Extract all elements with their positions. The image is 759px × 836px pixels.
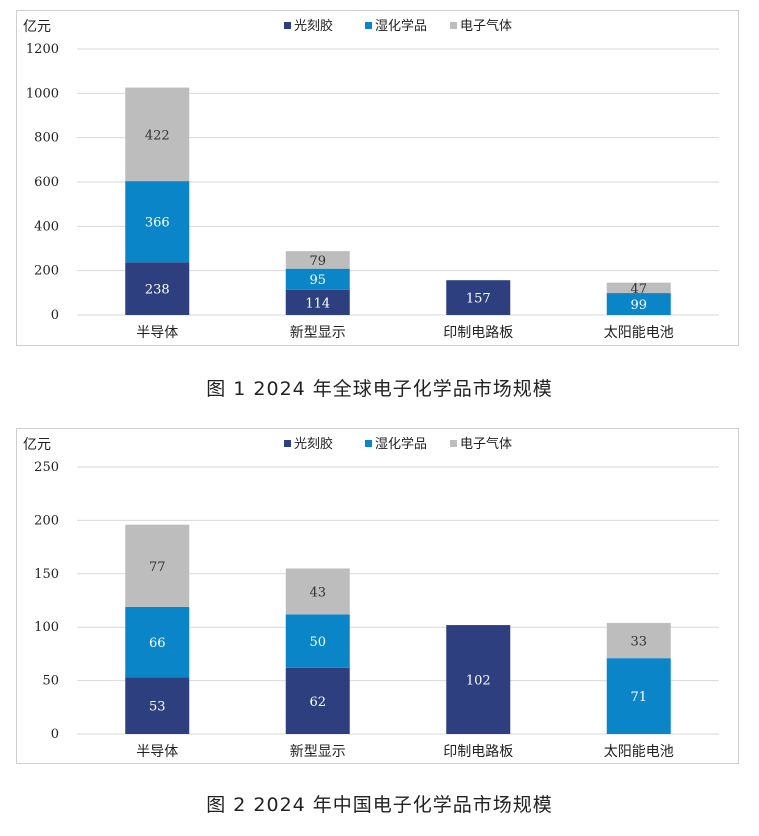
y-tick-label: 800 [34,131,59,146]
y-tick-label: 200 [34,264,59,279]
y-tick-label: 150 [34,567,59,582]
y-unit-label: 亿元 [23,19,51,35]
data-label: 95 [309,273,326,288]
chart-china-svg: 0 50 100 150 200 250 亿元 光刻胶 湿化学品 电子气体 53 66 77 半导体 62 5… [23,436,719,760]
y-tick-label: 250 [34,460,59,475]
legend-swatch [365,22,372,29]
bar-segment [125,524,190,607]
bar-segment [606,282,671,294]
chart-global-svg: 0 200 400 600 800 1000 1200 亿元 光刻胶 湿化学品 电子气体 238 366… [23,18,719,341]
legend-swatch [450,22,457,29]
legend-label: 电子气体 [460,18,512,34]
data-label: 33 [630,635,647,650]
y-tick-label: 50 [42,674,59,689]
caption-figure-2: 图 2 2024 年中国电子化学品市场规模 [206,794,553,816]
y-tick-label: 100 [34,620,59,635]
bar-segment [125,181,190,263]
y-tick-label: 0 [51,308,59,323]
x-tick-label: 印制电路板 [443,744,513,760]
data-label: 157 [466,292,491,307]
chart-global: 0 200 400 600 800 1000 1200 亿元 光刻胶 湿化学品 电子气体 238 366… [16,10,739,346]
data-label: 62 [309,695,326,710]
legend-label: 光刻胶 [294,18,333,34]
data-label: 99 [630,298,647,313]
x-tick-label: 新型显示 [290,325,346,341]
x-tick-label: 印制电路板 [443,325,513,341]
bar-segment [125,677,190,734]
bar-segment [285,289,350,315]
bar-segment [606,658,671,734]
legend-swatch [450,440,457,447]
bar-segment [606,622,671,659]
legend-swatch [365,440,372,447]
x-tick-label: 新型显示 [290,744,346,760]
bar-segment [285,568,350,615]
legend-label: 电子气体 [460,436,512,452]
data-label: 114 [305,296,330,311]
legend-swatch [284,440,291,447]
caption-figure-1: 图 1 2024 年全球电子化学品市场规模 [206,378,553,400]
bar-segment [125,262,190,315]
legend-label: 光刻胶 [294,436,333,452]
bar-segment [446,280,511,315]
y-unit-label: 亿元 [23,437,51,453]
chart-china: 0 50 100 150 200 250 亿元 光刻胶 湿化学品 电子气体 53 66 77 半导体 62 5… [16,428,739,764]
data-label: 79 [309,254,326,269]
data-label: 66 [149,636,166,651]
data-label: 366 [145,216,170,231]
bar-segment [285,614,350,668]
y-tick-label: 0 [51,727,59,742]
x-tick-label: 半导体 [136,325,178,341]
data-label: 47 [630,282,647,297]
bar-segment [285,251,350,269]
bar-segment [125,606,190,678]
bar-segment [125,87,190,182]
data-label: 53 [149,700,166,715]
bar-segment [446,625,511,734]
x-tick-label: 太阳能电池 [604,325,674,341]
data-label: 422 [145,128,170,143]
bar-segment [606,293,671,315]
y-tick-label: 400 [34,219,59,234]
data-label: 43 [309,585,326,600]
data-label: 77 [149,560,166,575]
legend-label: 湿化学品 [375,18,427,34]
y-tick-label: 200 [34,513,59,528]
x-tick-label: 太阳能电池 [604,744,674,760]
legend-swatch [284,22,291,29]
y-tick-label: 1200 [26,42,59,57]
data-label: 102 [466,674,491,689]
bar-segment [285,667,350,734]
data-label: 50 [309,635,326,650]
y-tick-label: 1000 [26,86,59,101]
data-label: 238 [145,283,170,298]
data-label: 71 [630,690,647,705]
y-tick-label: 600 [34,175,59,190]
legend-label: 湿化学品 [375,436,427,452]
x-tick-label: 半导体 [136,744,178,760]
bar-segment [285,268,350,290]
